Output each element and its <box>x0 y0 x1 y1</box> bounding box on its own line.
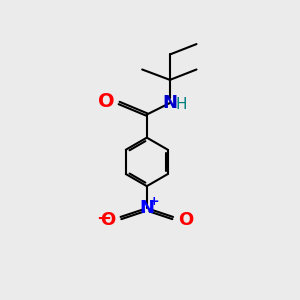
Text: N: N <box>162 94 177 112</box>
Text: N: N <box>140 199 155 217</box>
Text: O: O <box>100 211 115 229</box>
Text: H: H <box>175 97 187 112</box>
Text: −: − <box>96 209 111 227</box>
Text: O: O <box>98 92 115 111</box>
Text: O: O <box>178 211 194 229</box>
Text: +: + <box>149 195 160 208</box>
